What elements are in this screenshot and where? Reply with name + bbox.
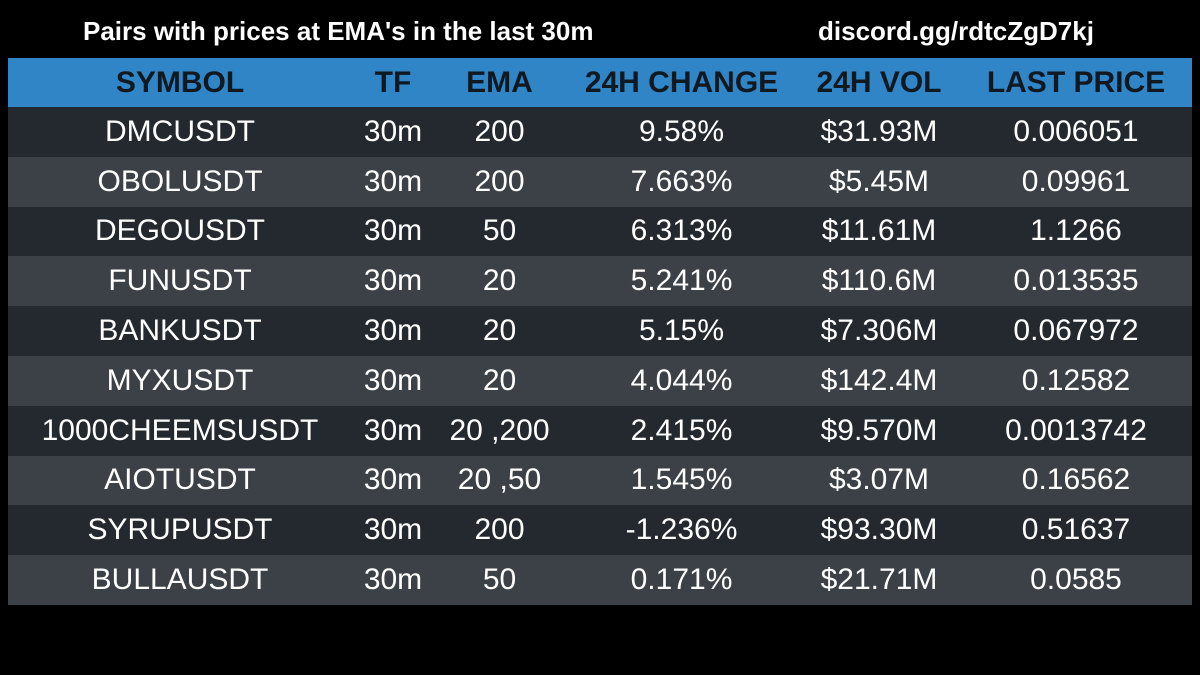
cell-symbol: SYRUPUSDT [87, 513, 273, 547]
cell-tf: 30m [363, 314, 423, 348]
cell-symbol: MYXUSDT [106, 363, 254, 397]
cell-24h-vol: $142.4M [820, 363, 938, 397]
table-row: OBOLUSDT 30m 200 7.663% $5.45M 0.09961 [8, 156, 1192, 207]
table-row: MYXUSDT 30m 20 4.044% $142.4M 0.12582 [8, 355, 1192, 406]
table-row: 1000CHEEMSUSDT 30m 20 ,200 2.415% $9.570… [8, 405, 1192, 456]
cell-24h-vol: $93.30M [820, 513, 938, 547]
cell-symbol: DEGOUSDT [94, 214, 265, 248]
cell-ema: 20 ,50 [457, 463, 542, 497]
cell-symbol: BULLAUSDT [91, 563, 269, 597]
cell-last-price: 1.1266 [1030, 214, 1122, 248]
cell-24h-change: 4.044% [630, 363, 733, 397]
cell-24h-change: 7.663% [630, 164, 733, 198]
cell-ema: 50 [482, 214, 517, 248]
cell-ema: 200 [474, 513, 525, 547]
table-row: BULLAUSDT 30m 50 0.171% $21.71M 0.0585 [8, 555, 1192, 605]
cell-symbol: BANKUSDT [98, 314, 262, 348]
cell-tf: 30m [363, 463, 423, 497]
column-header-24h-change: 24H CHANGE [584, 65, 779, 99]
cell-last-price: 0.09961 [1021, 164, 1131, 198]
column-header-tf: TF [374, 65, 412, 99]
table-row: BANKUSDT 30m 20 5.15% $7.306M 0.067972 [8, 306, 1192, 356]
cell-24h-vol: $21.71M [820, 563, 938, 597]
cell-24h-change: 6.313% [630, 214, 733, 248]
cell-ema: 50 [482, 563, 517, 597]
cell-tf: 30m [363, 363, 423, 397]
column-header-last-price: LAST PRICE [986, 65, 1166, 99]
cell-last-price: 0.006051 [1013, 114, 1139, 148]
cell-tf: 30m [363, 563, 423, 597]
table-body: DMCUSDT 30m 200 9.58% $31.93M 0.006051 O… [8, 107, 1192, 605]
cell-ema: 20 [482, 314, 517, 348]
cell-ema: 20 [482, 264, 517, 298]
cell-ema: 200 [474, 164, 525, 198]
table-header-row: SYMBOL TF EMA 24H CHANGE 24H VOL LAST PR… [8, 58, 1192, 107]
cell-ema: 200 [474, 114, 525, 148]
pairs-table-container: SYMBOL TF EMA 24H CHANGE 24H VOL LAST PR… [8, 58, 1192, 605]
cell-24h-change: 9.58% [638, 114, 725, 148]
cell-last-price: 0.51637 [1021, 513, 1131, 547]
cell-24h-vol: $11.61M [821, 214, 937, 248]
cell-symbol: FUNUSDT [108, 264, 252, 298]
cell-24h-change: -1.236% [625, 513, 738, 547]
cell-ema: 20 ,200 [449, 413, 550, 447]
cell-24h-vol: $5.45M [828, 164, 930, 198]
column-header-24h-vol: 24H VOL [816, 65, 942, 99]
cell-symbol: 1000CHEEMSUSDT [41, 413, 319, 447]
cell-tf: 30m [363, 214, 423, 248]
table-row: AIOTUSDT 30m 20 ,50 1.545% $3.07M 0.1656… [8, 455, 1192, 506]
cell-24h-change: 5.241% [630, 264, 733, 298]
cell-24h-change: 2.415% [630, 413, 733, 447]
top-bar: Pairs with prices at EMA's in the last 3… [0, 0, 1200, 60]
cell-24h-vol: $110.6M [821, 264, 937, 298]
column-header-symbol: SYMBOL [115, 65, 245, 99]
cell-tf: 30m [363, 114, 423, 148]
column-header-ema: EMA [466, 65, 533, 99]
cell-24h-change: 0.171% [630, 563, 733, 597]
cell-24h-vol: $31.93M [820, 114, 938, 148]
cell-24h-vol: $7.306M [820, 314, 938, 348]
cell-symbol: OBOLUSDT [97, 164, 263, 198]
table-row: SYRUPUSDT 30m 200 -1.236% $93.30M 0.5163… [8, 505, 1192, 556]
cell-last-price: 0.067972 [1013, 314, 1139, 348]
cell-24h-vol: $3.07M [828, 463, 930, 497]
cell-tf: 30m [363, 164, 423, 198]
pairs-table: SYMBOL TF EMA 24H CHANGE 24H VOL LAST PR… [8, 58, 1192, 605]
table-row: DMCUSDT 30m 200 9.58% $31.93M 0.006051 [8, 107, 1192, 157]
cell-24h-change: 5.15% [638, 314, 725, 348]
cell-last-price: 0.0585 [1030, 563, 1122, 597]
cell-last-price: 0.16562 [1021, 463, 1131, 497]
cell-last-price: 0.0013742 [1005, 413, 1147, 447]
cell-tf: 30m [363, 513, 423, 547]
cell-symbol: DMCUSDT [105, 114, 255, 148]
table-row: FUNUSDT 30m 20 5.241% $110.6M 0.013535 [8, 256, 1192, 307]
page-title: Pairs with prices at EMA's in the last 3… [83, 16, 594, 46]
table-row: DEGOUSDT 30m 50 6.313% $11.61M 1.1266 [8, 206, 1192, 257]
discord-link[interactable]: discord.gg/rdtcZgD7kj [818, 16, 1094, 46]
cell-24h-change: 1.545% [630, 463, 733, 497]
cell-ema: 20 [482, 363, 517, 397]
cell-symbol: AIOTUSDT [104, 463, 256, 497]
cell-last-price: 0.013535 [1013, 264, 1139, 298]
cell-24h-vol: $9.570M [820, 413, 938, 447]
cell-tf: 30m [363, 264, 423, 298]
cell-tf: 30m [363, 413, 423, 447]
cell-last-price: 0.12582 [1021, 363, 1131, 397]
